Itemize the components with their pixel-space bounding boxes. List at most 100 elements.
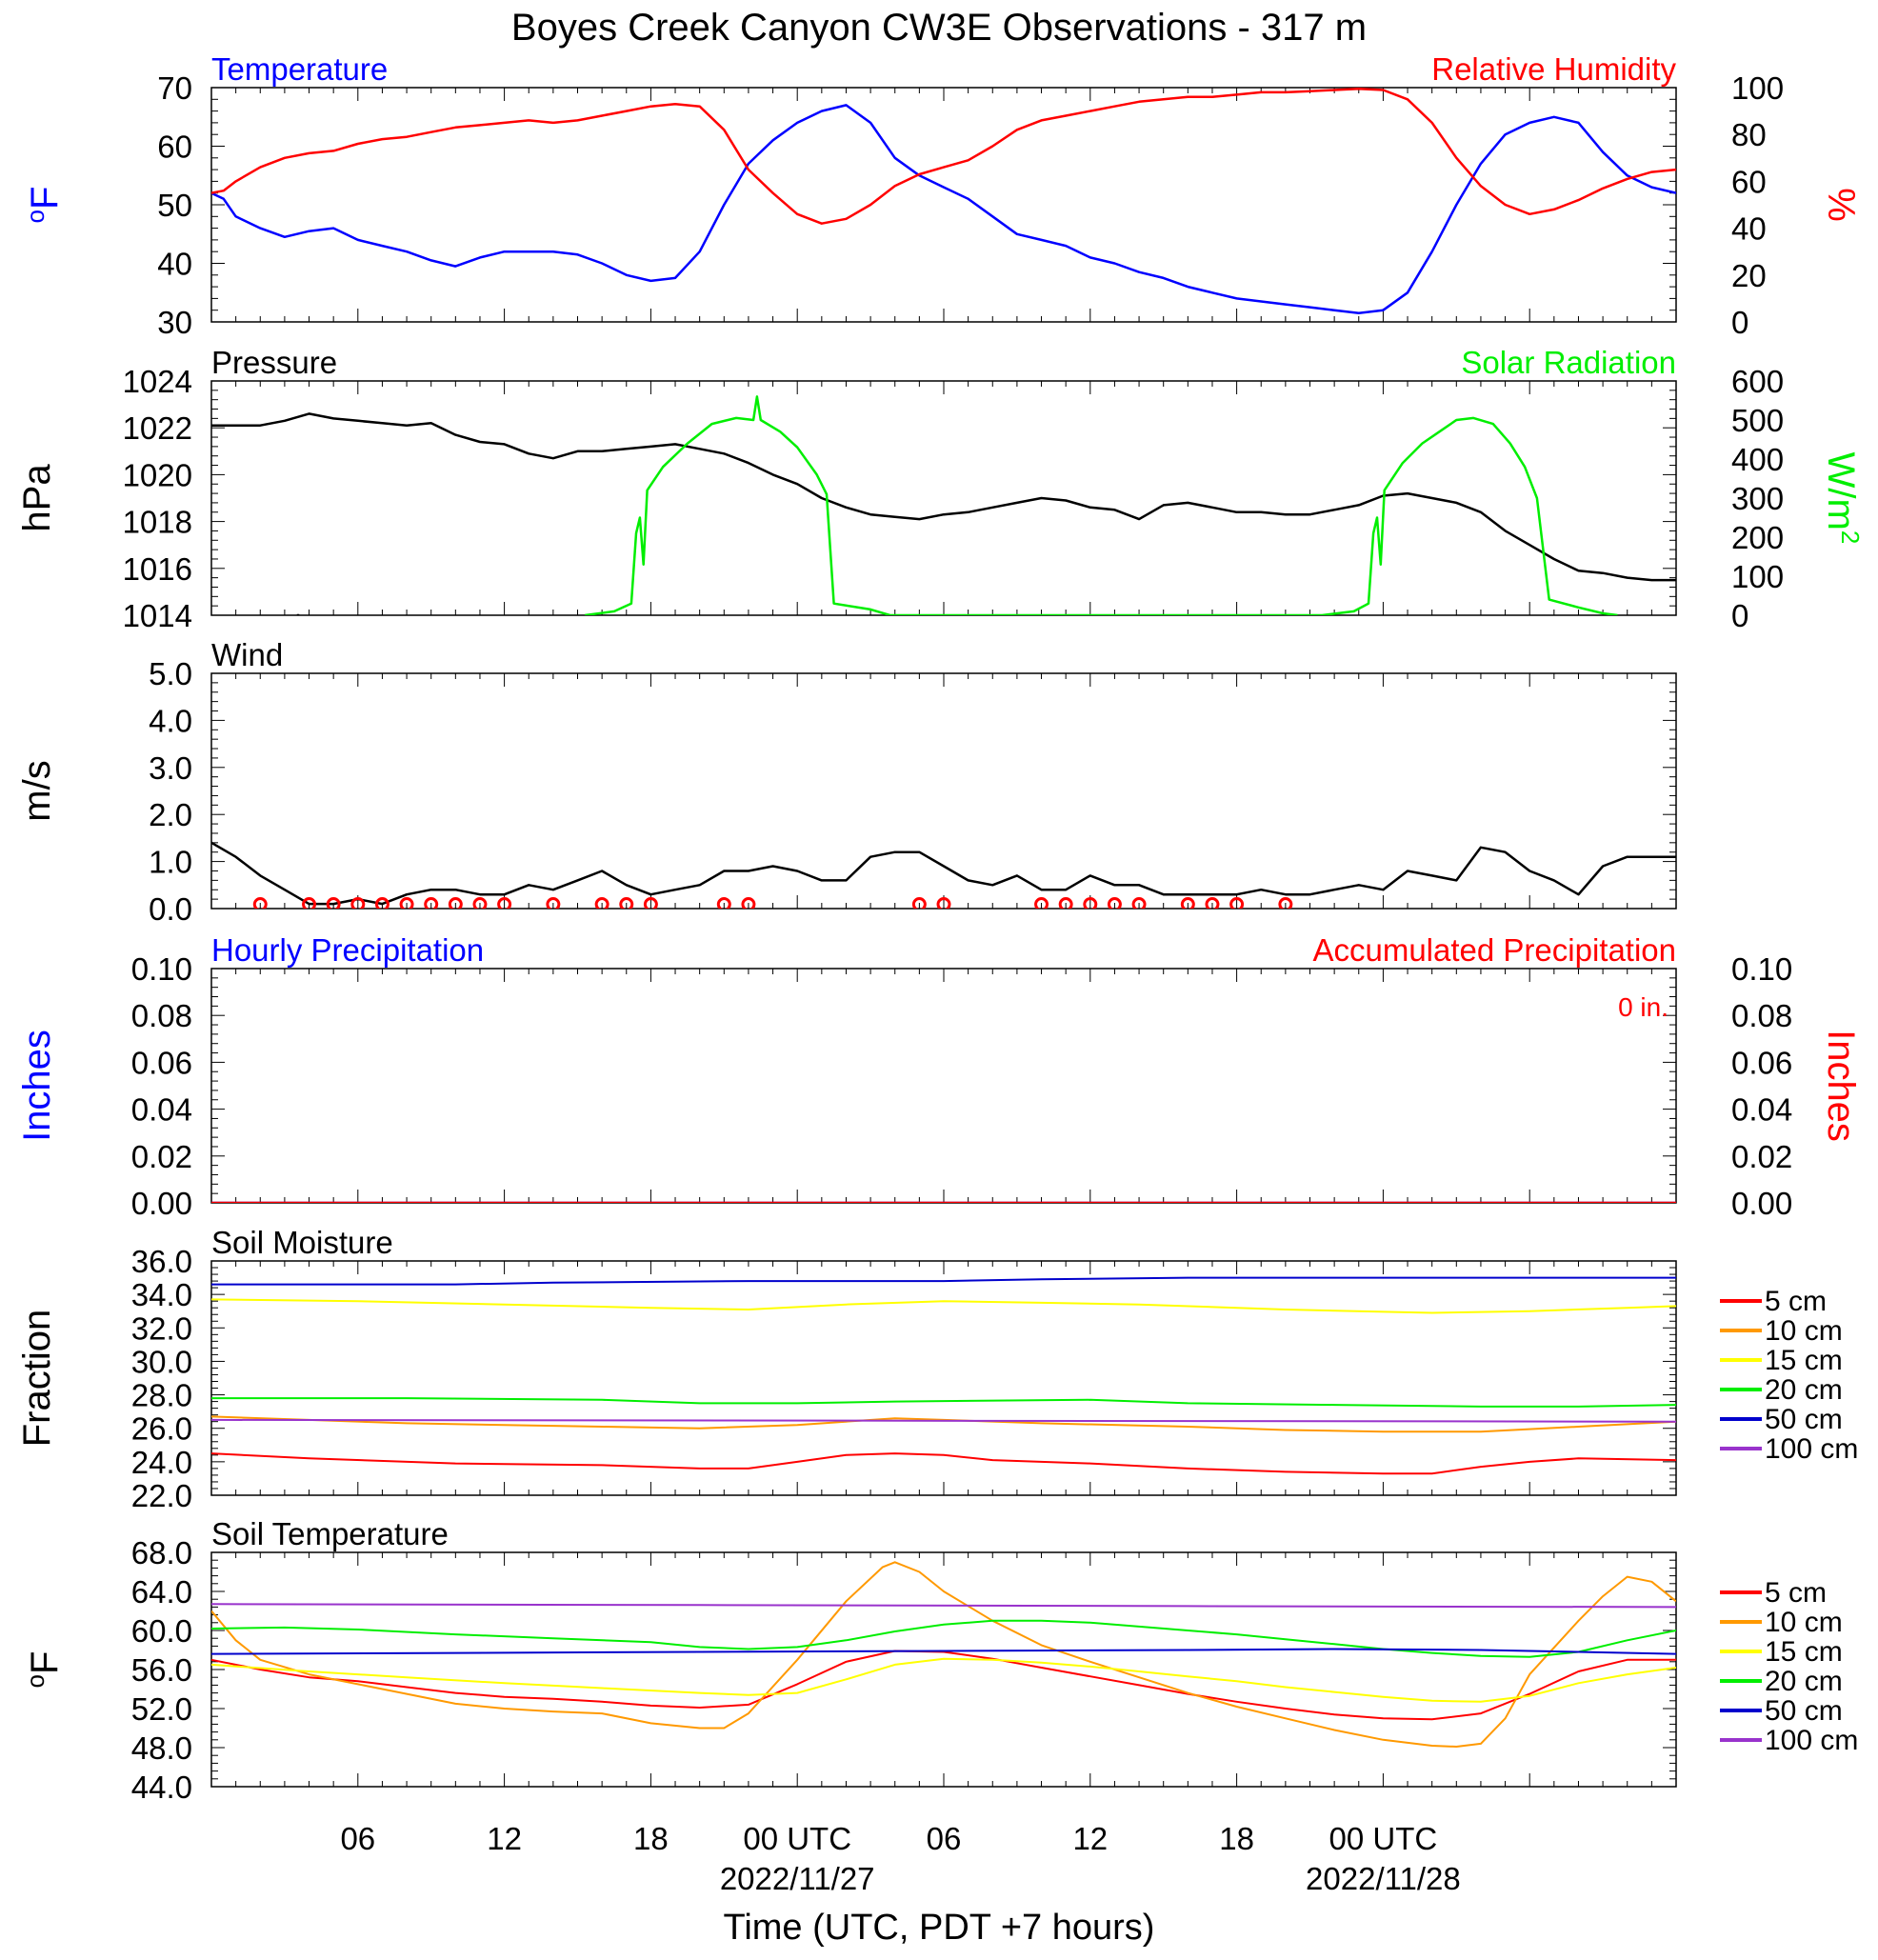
wind-calm-marker xyxy=(1058,897,1073,909)
y-tick-label-left: 28.0 xyxy=(131,1378,192,1413)
y-tick-label-left: 30.0 xyxy=(131,1344,192,1379)
series-depth_50cm xyxy=(211,1276,1676,1286)
y-tick-label-right: 20 xyxy=(1731,258,1767,293)
x-tick-label: 18 xyxy=(633,1821,669,1856)
x-tick-label: 00 UTC xyxy=(743,1821,851,1856)
y-tick-label-left: 3.0 xyxy=(149,750,192,786)
y-tick-label-left: 68.0 xyxy=(131,1535,192,1570)
y-axis-label-right: % xyxy=(1820,188,1862,222)
wind-calm-marker xyxy=(302,897,317,909)
panel-5: 22.024.026.028.030.032.034.036.0 Soil Moi… xyxy=(16,1225,1858,1513)
series-humidity xyxy=(211,88,1676,225)
y-tick-label-left: 0.02 xyxy=(131,1139,192,1174)
wind-calm-marker xyxy=(936,897,951,909)
panel-2: 1014 1016 1018 1020 1022 1024 0 100 200 300 400 500… xyxy=(16,345,1865,633)
panel-6: 44.0 48.052.056.060.064.0 68.0 Soil Tempera… xyxy=(21,1516,1858,1805)
wind-calm-marker xyxy=(448,897,463,909)
y-axis-label-left: oF xyxy=(21,1651,66,1689)
panel-title-left: Pressure xyxy=(211,345,337,380)
series-depth_15cm xyxy=(211,1657,1676,1703)
wind-calm-marker xyxy=(350,897,366,909)
x-tick-label: 18 xyxy=(1219,1821,1254,1856)
y-tick-label-right: 200 xyxy=(1731,520,1784,555)
y-tick-label-left: 0.00 xyxy=(131,1186,192,1221)
y-tick-label-left: 1014 xyxy=(123,598,192,633)
legend-label: 15 cm xyxy=(1765,1636,1843,1668)
y-tick-label-right: 40 xyxy=(1731,211,1767,247)
panel-frame xyxy=(210,672,1677,910)
panel-series xyxy=(211,1561,1676,1748)
y-tick-label-left: 22.0 xyxy=(131,1478,192,1513)
x-axis-ticks: 06 12 18 00 UTC 2022/11/27 06 12 18 00 UTC 2022/1… xyxy=(340,1821,1460,1896)
panel-series xyxy=(211,395,1676,615)
y-tick-label-left: 40 xyxy=(157,247,192,282)
y-tick-label-right: 0.04 xyxy=(1731,1092,1792,1128)
x-axis-label: Time (UTC, PDT +7 hours) xyxy=(724,1908,1155,1948)
y-tick-label-left: 48.0 xyxy=(131,1730,192,1766)
wind-calm-marker xyxy=(716,897,731,909)
legend-label: 5 cm xyxy=(1765,1286,1827,1317)
x-tick-label: 12 xyxy=(487,1821,522,1856)
legend-label: 50 cm xyxy=(1765,1404,1843,1435)
y-tick-label-right: 300 xyxy=(1731,481,1784,516)
y-tick-label-left: 4.0 xyxy=(149,703,192,738)
panel-frame xyxy=(210,1260,1677,1496)
y-tick-label-left: 32.0 xyxy=(131,1310,192,1346)
series-depth_10cm xyxy=(211,1415,1676,1433)
x-tick-label: 06 xyxy=(927,1821,962,1856)
legend-label: 10 cm xyxy=(1765,1315,1843,1347)
x-tick-label: 12 xyxy=(1072,1821,1108,1856)
series-depth_100cm xyxy=(211,1603,1676,1609)
y-tick-label-left: 0.08 xyxy=(131,998,192,1033)
series-pressure xyxy=(211,412,1676,582)
wind-calm-marker xyxy=(472,897,488,909)
series-depth_50cm xyxy=(211,1648,1676,1655)
panel-3: 0.0 1.0 2.0 3.0 4.0 5.0 Wind m/s xyxy=(16,637,1677,927)
legend-label: 5 cm xyxy=(1765,1577,1827,1609)
y-tick-label-left: 1.0 xyxy=(149,845,192,880)
legend-label: 10 cm xyxy=(1765,1607,1843,1638)
y-tick-label-right: 0 xyxy=(1731,598,1748,633)
wind-calm-marker xyxy=(1083,897,1098,909)
wind-calm-marker xyxy=(374,897,390,909)
y-tick-label-left: 60.0 xyxy=(131,1613,192,1649)
y-tick-label-right: 0.08 xyxy=(1731,998,1792,1033)
panel-title-right: Relative Humidity xyxy=(1431,51,1676,87)
panel-title-right: Accumulated Precipitation xyxy=(1312,932,1676,968)
y-tick-label-left: 36.0 xyxy=(131,1244,192,1279)
series-wind xyxy=(211,841,1676,906)
wind-calm-marker xyxy=(424,897,439,909)
wind-calm-marker xyxy=(1034,897,1049,909)
panel-title-left: Hourly Precipitation xyxy=(211,932,484,968)
wind-calm-marker xyxy=(1229,897,1245,909)
x-tick-date: 2022/11/27 xyxy=(720,1861,875,1896)
y-tick-label-right: 500 xyxy=(1731,403,1784,438)
y-tick-label-left: 1024 xyxy=(123,364,192,399)
y-tick-label-left: 26.0 xyxy=(131,1411,192,1447)
y-tick-label-right: 80 xyxy=(1731,117,1767,152)
wind-calm-marker xyxy=(399,897,414,909)
wind-calm-marker xyxy=(326,897,341,909)
y-tick-label-right: 100 xyxy=(1731,559,1784,594)
y-axis-label-left: m/s xyxy=(16,760,58,821)
x-tick-label: 00 UTC xyxy=(1329,1821,1438,1856)
panel-annotation: 0 in. xyxy=(1618,992,1668,1022)
wind-calm-marker xyxy=(1180,897,1195,909)
series-depth_10cm xyxy=(211,1561,1676,1748)
x-tick-date: 2022/11/28 xyxy=(1306,1861,1461,1896)
wind-calm-marker xyxy=(1278,897,1293,909)
y-tick-label-right: 0.00 xyxy=(1731,1186,1792,1221)
y-tick-label-left: 44.0 xyxy=(131,1770,192,1805)
wind-calm-marker xyxy=(594,897,609,909)
y-tick-label-right: 400 xyxy=(1731,442,1784,477)
panels: 30 40 50 60 70 0 20 40 60 80 100 Temperature Relativ… xyxy=(16,51,1865,1805)
y-tick-label-right: 0.02 xyxy=(1731,1139,1792,1174)
wind-calm-marker xyxy=(1107,897,1122,909)
series-depth_100cm xyxy=(211,1418,1676,1423)
panel-title-left: Soil Temperature xyxy=(211,1516,449,1551)
y-tick-label-left: 0.10 xyxy=(131,951,192,987)
series-depth_15cm xyxy=(211,1298,1676,1314)
y-tick-label-left: 0.04 xyxy=(131,1092,192,1128)
wind-calm-marker xyxy=(1131,897,1147,909)
